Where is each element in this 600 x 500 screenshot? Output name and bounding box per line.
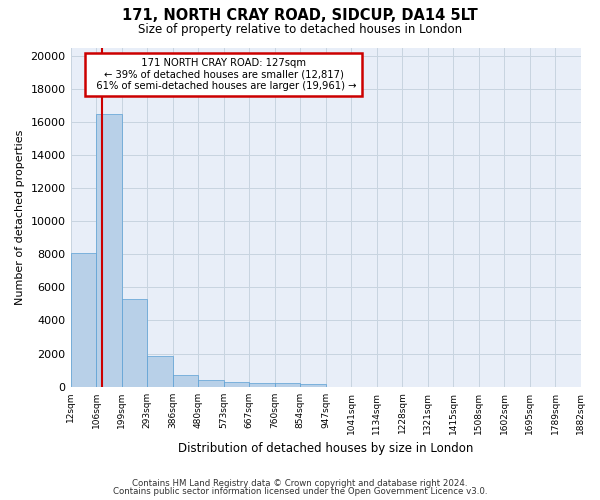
Bar <box>224 382 249 386</box>
Y-axis label: Number of detached properties: Number of detached properties <box>15 130 25 305</box>
Bar <box>173 375 198 386</box>
Bar <box>198 380 224 386</box>
Text: 171 NORTH CRAY ROAD: 127sqm  
← 39% of detached houses are smaller (12,817)
  61: 171 NORTH CRAY ROAD: 127sqm ← 39% of det… <box>90 58 357 91</box>
Bar <box>300 384 326 386</box>
Bar <box>71 252 96 386</box>
Bar <box>122 299 147 386</box>
Text: Contains HM Land Registry data © Crown copyright and database right 2024.: Contains HM Land Registry data © Crown c… <box>132 478 468 488</box>
Bar <box>96 114 122 386</box>
X-axis label: Distribution of detached houses by size in London: Distribution of detached houses by size … <box>178 442 473 455</box>
Bar <box>249 383 275 386</box>
Bar <box>147 356 173 386</box>
Bar <box>275 384 300 386</box>
Text: Size of property relative to detached houses in London: Size of property relative to detached ho… <box>138 22 462 36</box>
Text: 171, NORTH CRAY ROAD, SIDCUP, DA14 5LT: 171, NORTH CRAY ROAD, SIDCUP, DA14 5LT <box>122 8 478 22</box>
Text: Contains public sector information licensed under the Open Government Licence v3: Contains public sector information licen… <box>113 487 487 496</box>
